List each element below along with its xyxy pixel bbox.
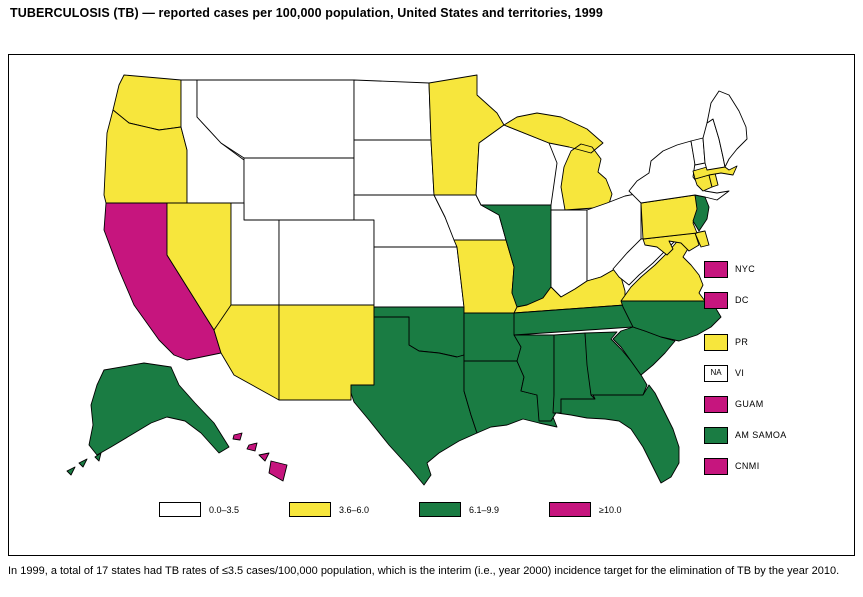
state-WY: [243, 157, 355, 221]
state-TX: [350, 316, 478, 486]
territory-label: CNMI: [735, 461, 760, 471]
caption: In 1999, a total of 17 states had TB rat…: [8, 565, 840, 577]
territory-row-am-samoa: AM SAMOA: [704, 426, 787, 444]
state-FL: [556, 384, 680, 484]
state-CO: [278, 219, 375, 306]
state-SD: [353, 139, 435, 196]
state-VA: [620, 236, 706, 302]
legend-label: 6.1–9.9: [469, 504, 500, 515]
territory-swatch: [704, 395, 728, 413]
us-map: [66, 74, 748, 486]
territory-row-nyc: NYC: [704, 260, 787, 278]
territory-legend: NYC DC PR NA VI GUAM AM SAMOA CNMI: [704, 260, 787, 488]
legend-label: ≥10.0: [599, 504, 622, 515]
figure-title: TUBERCULOSIS (TB) — reported cases per 1…: [10, 6, 603, 20]
state-KY: [513, 268, 626, 314]
territory-row-pr: PR: [704, 333, 787, 351]
state-HI: [232, 432, 288, 482]
territory-swatch: [704, 333, 728, 351]
state-IN: [550, 209, 588, 298]
territory-swatch: NA: [704, 364, 728, 382]
legend-swatch: [549, 502, 591, 517]
legend-swatch: [159, 502, 201, 517]
state-DE: [694, 230, 710, 248]
state-NY: [628, 140, 730, 204]
state-MI: [503, 112, 613, 211]
territory-row-dc: DC: [704, 291, 787, 309]
territory-swatch: [704, 457, 728, 475]
state-KS: [373, 246, 465, 308]
territory-row-cnmi: CNMI: [704, 457, 787, 475]
state-NJ: [692, 194, 710, 232]
state-ND: [353, 79, 432, 141]
legend-swatch: [419, 502, 461, 517]
territory-label: PR: [735, 337, 749, 347]
legend-item: 0.0–3.5: [159, 502, 289, 517]
territory-row-guam: GUAM: [704, 395, 787, 413]
state-ME: [706, 90, 748, 168]
territory-row-vi: NA VI: [704, 364, 787, 382]
legend-label: 0.0–3.5: [209, 504, 240, 515]
territory-label: DC: [735, 295, 749, 305]
legend-item: ≥10.0: [549, 502, 679, 517]
map-panel: NYC DC PR NA VI GUAM AM SAMOA CNMI 0.0–3.5 3.6–6…: [8, 54, 855, 556]
territory-swatch: [704, 426, 728, 444]
territory-swatch: [704, 260, 728, 278]
state-MD: [642, 232, 700, 256]
legend-item: 6.1–9.9: [419, 502, 549, 517]
state-AZ: [213, 304, 280, 401]
legend-label: 3.6–6.0: [339, 504, 370, 515]
territory-swatch: [704, 291, 728, 309]
territory-label: AM SAMOA: [735, 430, 787, 440]
territory-label: GUAM: [735, 399, 764, 409]
state-AK: [66, 362, 230, 476]
territory-label: NYC: [735, 264, 756, 274]
legend: 0.0–3.5 3.6–6.0 6.1–9.9 ≥10.0: [159, 502, 679, 517]
legend-item: 3.6–6.0: [289, 502, 419, 517]
territory-label: VI: [735, 368, 745, 378]
legend-swatch: [289, 502, 331, 517]
